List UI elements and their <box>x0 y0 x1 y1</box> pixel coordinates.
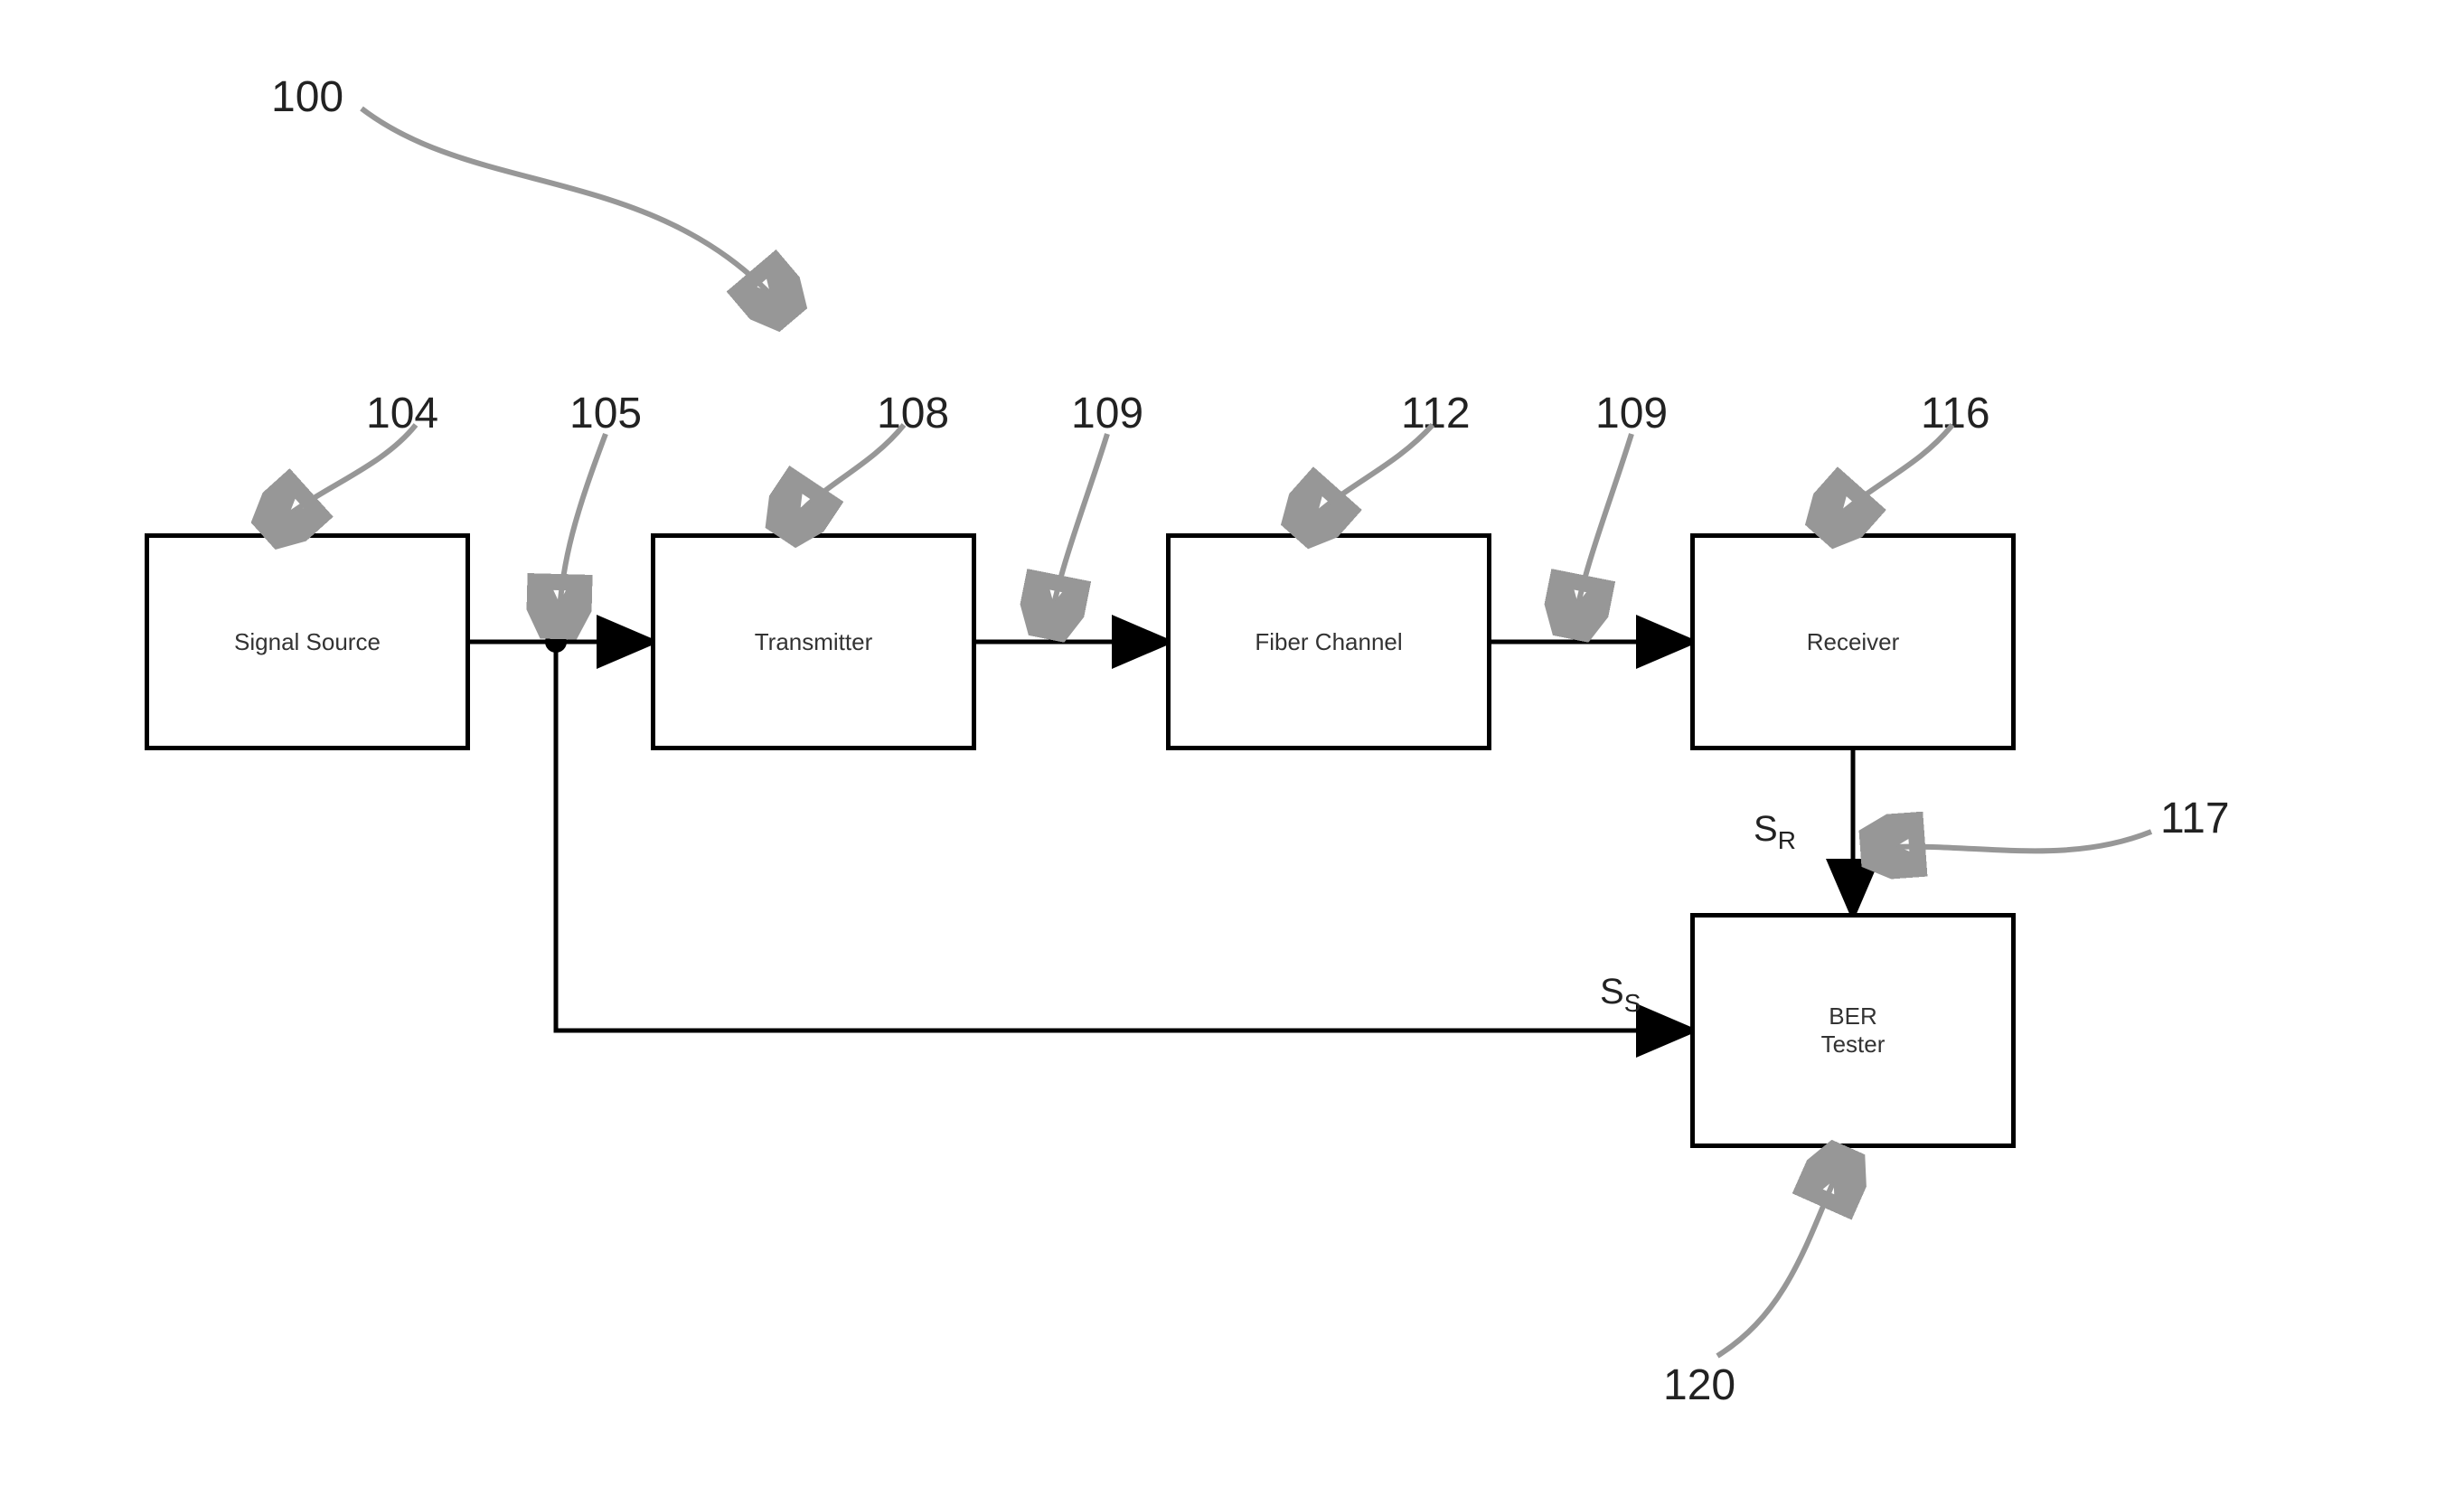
arrow-109b <box>1573 434 1632 628</box>
arrow-108 <box>786 425 904 529</box>
arrow-120 <box>1717 1157 1844 1356</box>
arrow-112 <box>1302 425 1433 529</box>
block-diagram: Signal Source Transmitter Fiber Channel … <box>0 0 2464 1487</box>
arrow-116 <box>1826 425 1952 529</box>
arrow-105 <box>559 434 606 628</box>
arrow-117 <box>1871 832 2151 851</box>
arrow-104 <box>271 425 416 529</box>
curvy-arrows-layer <box>0 0 2464 1487</box>
arrow-109a <box>1049 434 1107 628</box>
arrow-100 <box>362 108 786 312</box>
